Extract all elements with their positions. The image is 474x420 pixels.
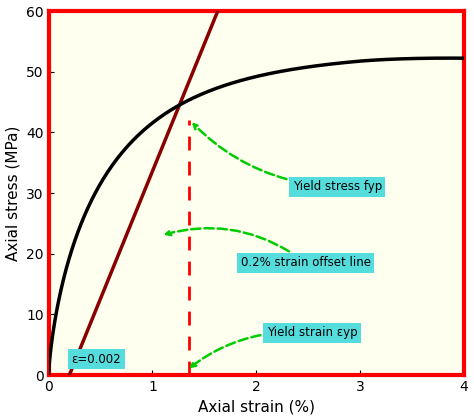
X-axis label: Axial strain (%): Axial strain (%) bbox=[198, 399, 315, 415]
Text: Yield stress fyp: Yield stress fyp bbox=[194, 124, 382, 194]
Text: ε=0.002: ε=0.002 bbox=[72, 353, 121, 366]
Y-axis label: Axial stress (MPa): Axial stress (MPa) bbox=[6, 125, 20, 261]
Text: Yield strain εyp: Yield strain εyp bbox=[191, 326, 357, 367]
Text: 0.2% strain offset line: 0.2% strain offset line bbox=[166, 228, 371, 269]
